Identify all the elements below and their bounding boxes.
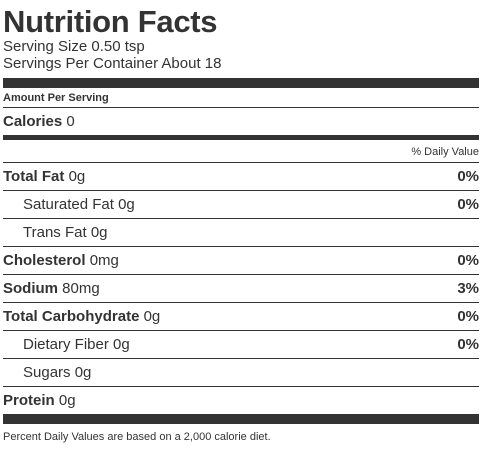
nutrient-daily-value: 0% (457, 308, 479, 325)
nutrient-name: Saturated Fat 0g (3, 196, 135, 213)
thick-divider-bottom (3, 414, 479, 424)
nutrient-amount: 0g (90, 224, 108, 241)
nutrient-name: Trans Fat 0g (3, 224, 108, 241)
serving-size: Serving Size 0.50 tsp (3, 38, 145, 55)
label-title: Nutrition Facts (3, 4, 218, 39)
nutrient-label: Trans Fat (23, 224, 87, 241)
nutrient-row-protein: Protein 0g (3, 386, 479, 414)
nutrient-name: Total Carbohydrate 0g (3, 308, 160, 325)
nutrient-label: Dietary Fiber (23, 336, 109, 353)
nutrient-amount: 0g (58, 392, 76, 409)
nutrient-daily-value: 3% (457, 280, 479, 297)
nutrient-label: Total Fat (3, 168, 65, 185)
nutrient-amount: 0g (118, 196, 135, 213)
nutrient-label: Total Carbohydrate (3, 308, 140, 325)
nutrient-label: Cholesterol (3, 252, 86, 269)
nutrient-amount: 80mg (62, 280, 100, 297)
nutrient-label: Protein (3, 392, 55, 409)
nutrient-amount: 0g (74, 364, 92, 381)
nutrient-name: Protein 0g (3, 392, 76, 409)
nutrient-name: Cholesterol 0mg (3, 252, 119, 269)
calories-row: Calories 0 (3, 108, 479, 135)
nutrient-label: Saturated Fat (23, 196, 114, 213)
nutrient-row-sodium: Sodium 80mg 3% (3, 274, 479, 302)
nutrient-name: Dietary Fiber 0g (3, 336, 130, 353)
calories-label: Calories (3, 113, 63, 130)
nutrient-label: Sugars (23, 364, 71, 381)
nutrient-daily-value: 0% (457, 252, 479, 269)
thick-divider (3, 78, 479, 88)
nutrition-facts-label: Nutrition Facts Serving Size 0.50 tsp Se… (3, 0, 479, 445)
nutrient-amount: 0mg (89, 252, 119, 269)
nutrient-row-dietary-fiber: Dietary Fiber 0g 0% (3, 330, 479, 358)
nutrient-amount: 0g (68, 168, 86, 185)
daily-value-header: % Daily Value (411, 146, 479, 158)
nutrient-name: Sugars 0g (3, 364, 91, 381)
nutrient-row-sugars: Sugars 0g (3, 358, 479, 386)
footnote: Percent Daily Values are based on a 2,00… (3, 431, 271, 443)
nutrient-row-cholesterol: Cholesterol 0mg 0% (3, 246, 479, 274)
calories-value: 0 (66, 113, 75, 130)
nutrient-daily-value: 0% (457, 336, 479, 353)
nutrient-daily-value: 0% (457, 168, 479, 185)
nutrient-name: Sodium 80mg (3, 280, 100, 297)
nutrient-label: Sodium (3, 280, 58, 297)
thin-divider (3, 107, 479, 108)
nutrient-name: Total Fat 0g (3, 168, 85, 185)
nutrient-daily-value: 0% (457, 196, 479, 213)
medium-divider (3, 135, 479, 140)
nutrient-row-total-carbohydrate: Total Carbohydrate 0g 0% (3, 302, 479, 330)
servings-per-container: Servings Per Container About 18 (3, 55, 222, 72)
amount-per-serving: Amount Per Serving (3, 92, 109, 104)
nutrient-row-total-fat: Total Fat 0g 0% (3, 162, 479, 190)
nutrient-amount: 0g (143, 308, 161, 325)
nutrient-amount: 0g (113, 336, 130, 353)
nutrient-row-trans-fat: Trans Fat 0g (3, 218, 479, 246)
nutrient-row-saturated-fat: Saturated Fat 0g 0% (3, 190, 479, 218)
